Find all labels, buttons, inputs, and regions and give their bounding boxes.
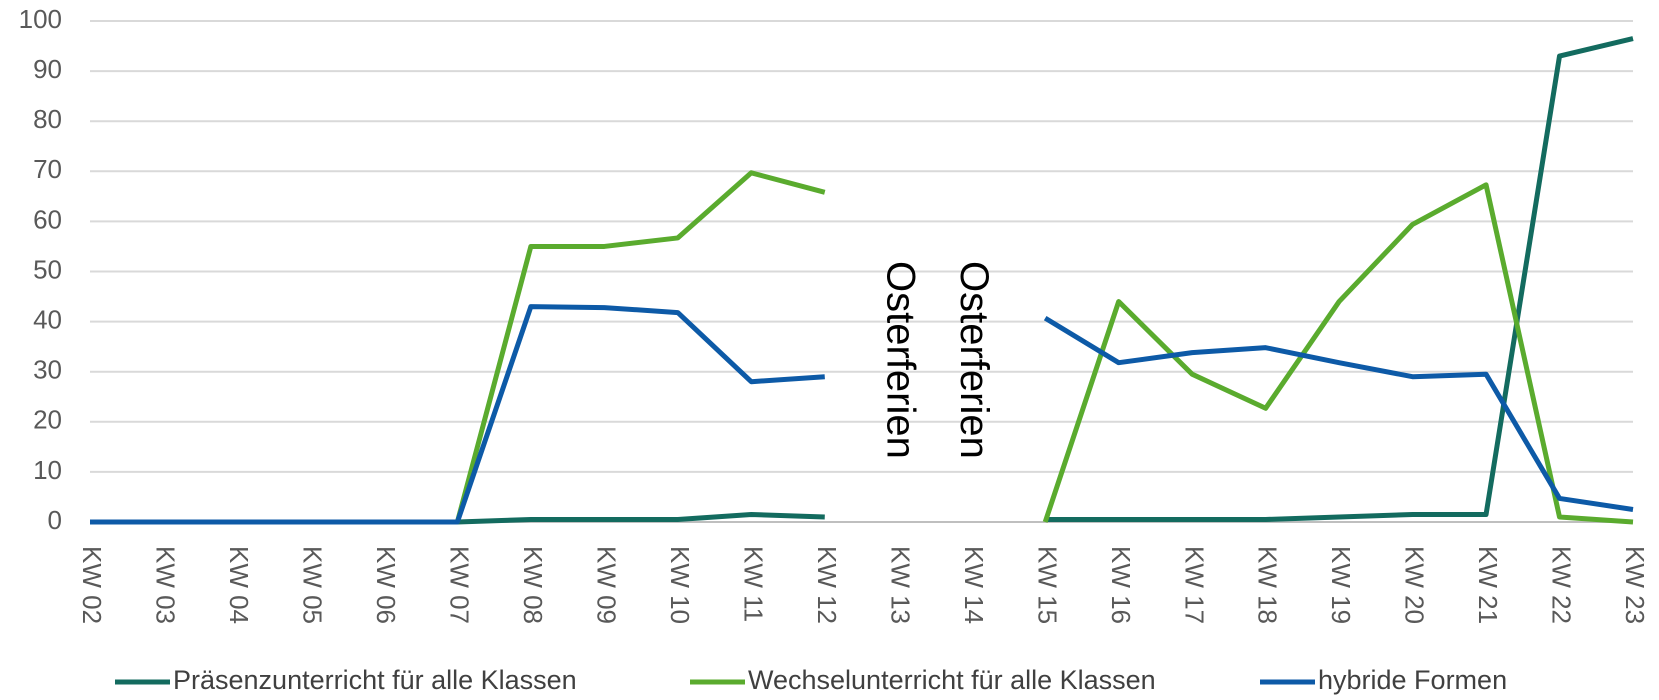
- legend-label: Präsenzunterricht für alle Klassen: [173, 665, 577, 695]
- y-tick-label: 60: [33, 204, 62, 234]
- y-tick-label: 90: [33, 54, 62, 84]
- x-tick-label: KW 04: [224, 546, 254, 624]
- annotation: Osterferien: [952, 261, 996, 459]
- x-tick-label: KW 22: [1547, 546, 1577, 624]
- x-tick-label: KW 19: [1326, 546, 1356, 624]
- x-tick-label: KW 21: [1473, 546, 1503, 624]
- x-tick-label: KW 14: [959, 546, 989, 624]
- x-tick-label: KW 10: [665, 546, 695, 624]
- series-line: [90, 304, 1634, 525]
- x-tick-label: KW 12: [812, 546, 842, 624]
- y-tick-label: 100: [19, 4, 62, 34]
- x-tick-label: KW 18: [1253, 546, 1283, 624]
- y-tick-label: 80: [33, 104, 62, 134]
- y-tick-label: 70: [33, 154, 62, 184]
- x-tick-label: KW 17: [1179, 546, 1209, 624]
- annotation: Osterferien: [879, 261, 923, 459]
- x-tick-label: KW 16: [1106, 546, 1136, 624]
- x-tick-label: KW 13: [885, 546, 915, 624]
- y-tick-label: 20: [33, 405, 62, 435]
- y-tick-label: 30: [33, 355, 62, 385]
- x-tick-label: KW 11: [738, 546, 768, 622]
- x-tick-label: KW 02: [77, 546, 107, 624]
- series-line: [90, 170, 1634, 525]
- x-tick-label: KW 15: [1032, 546, 1062, 624]
- x-tick-label: KW 08: [518, 546, 548, 624]
- x-tick-label: KW 03: [151, 546, 181, 624]
- x-tick-label: KW 09: [591, 546, 621, 624]
- y-tick-label: 10: [33, 455, 62, 485]
- y-tick-label: 40: [33, 304, 62, 334]
- x-tick-label: KW 20: [1400, 546, 1430, 624]
- x-tick-label: KW 06: [371, 546, 401, 624]
- x-tick-label: KW 07: [445, 546, 475, 624]
- x-tick-label: KW 23: [1620, 546, 1650, 624]
- y-tick-label: 50: [33, 254, 62, 284]
- legend-label: Wechselunterricht für alle Klassen: [748, 665, 1156, 695]
- x-tick-label: KW 05: [298, 546, 328, 624]
- series-line: [90, 36, 1634, 525]
- legend-label: hybride Formen: [1318, 665, 1507, 695]
- y-tick-label: 0: [48, 505, 62, 535]
